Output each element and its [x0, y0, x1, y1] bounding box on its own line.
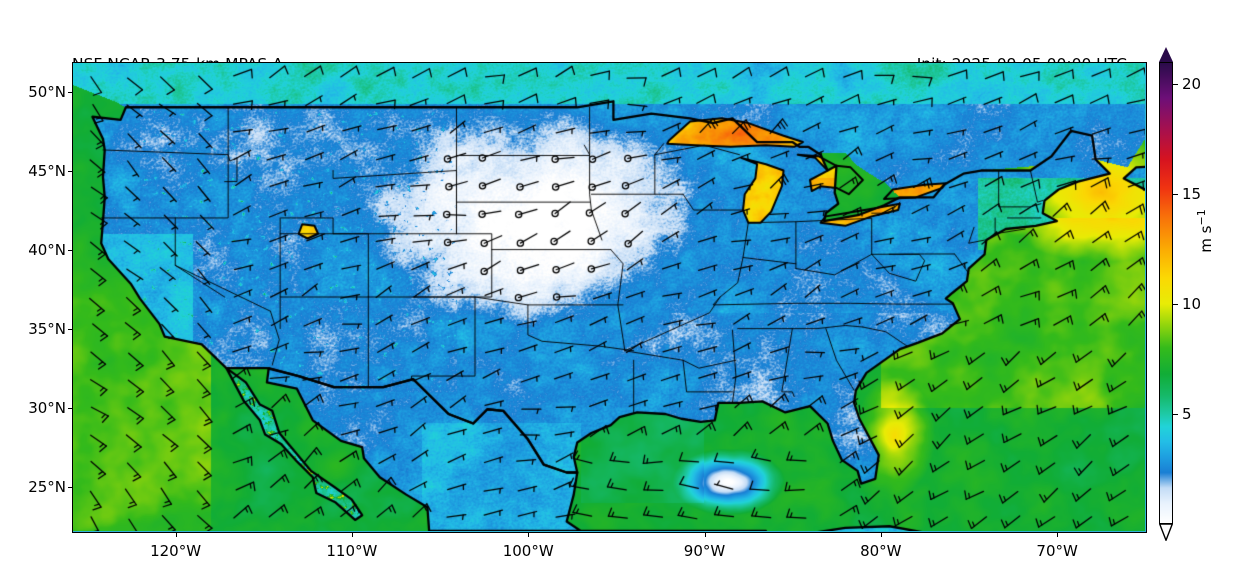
colorbar-min-extend-outline [1159, 524, 1173, 541]
y-tick-label-35°N: 35°N [28, 319, 66, 338]
y-tick-label-45°N: 45°N [28, 161, 66, 180]
x-tick-label-70°W: 70°W [1036, 542, 1078, 560]
x-tick [175, 533, 177, 537]
x-tick [704, 533, 706, 537]
x-tick [351, 533, 354, 537]
y-tick [68, 249, 72, 252]
x-tick [1057, 533, 1059, 537]
colorbar-tick-label-15: 15 [1182, 185, 1202, 203]
map-plot-area [72, 62, 1147, 533]
x-tick-label-110°W: 110°W [326, 542, 378, 560]
colorbar-tick [1173, 84, 1178, 86]
colorbar-tick-label-5: 5 [1182, 405, 1192, 423]
colorbar-unit-label: m s−1 [1195, 209, 1215, 252]
y-tick-label-50°N: 50°N [28, 82, 66, 101]
colorbar-gradient [1159, 62, 1173, 524]
y-tick [68, 487, 72, 489]
colorbar-tick [1173, 194, 1178, 196]
x-tick-label-100°W: 100°W [502, 542, 554, 560]
y-tick [68, 91, 72, 94]
x-tick-label-80°W: 80°W [860, 542, 902, 560]
y-tick [68, 328, 72, 331]
axis-tick-layer: 25°N 30°N 35°N 40°N 45°N 50°N 120°W 110°W 100°W 9… [28, 62, 1147, 560]
x-tick-label-90°W: 90°W [683, 542, 726, 560]
y-tick-label-40°N: 40°N [28, 240, 66, 259]
x-tick [880, 533, 883, 537]
colorbar-max-extend [1159, 47, 1173, 62]
x-tick [528, 533, 530, 537]
colorbar: 5 10 15 20 [1159, 47, 1201, 541]
y-tick [68, 170, 72, 173]
colorbar-tick [1173, 304, 1178, 306]
x-tick-label-120°W: 120°W [150, 542, 202, 560]
colorbar-tick-label-10: 10 [1182, 295, 1202, 313]
y-tick-label-30°N: 30°N [28, 398, 66, 417]
wind-speed-field [73, 63, 1145, 531]
y-tick-label-25°N: 25°N [28, 478, 66, 497]
colorbar-tick [1173, 414, 1178, 416]
colorbar-unit-exponent: −1 [1195, 209, 1208, 226]
colorbar-unit-text: m s [1197, 225, 1215, 253]
colorbar-tick-label-20: 20 [1182, 75, 1202, 93]
y-tick [68, 407, 72, 410]
